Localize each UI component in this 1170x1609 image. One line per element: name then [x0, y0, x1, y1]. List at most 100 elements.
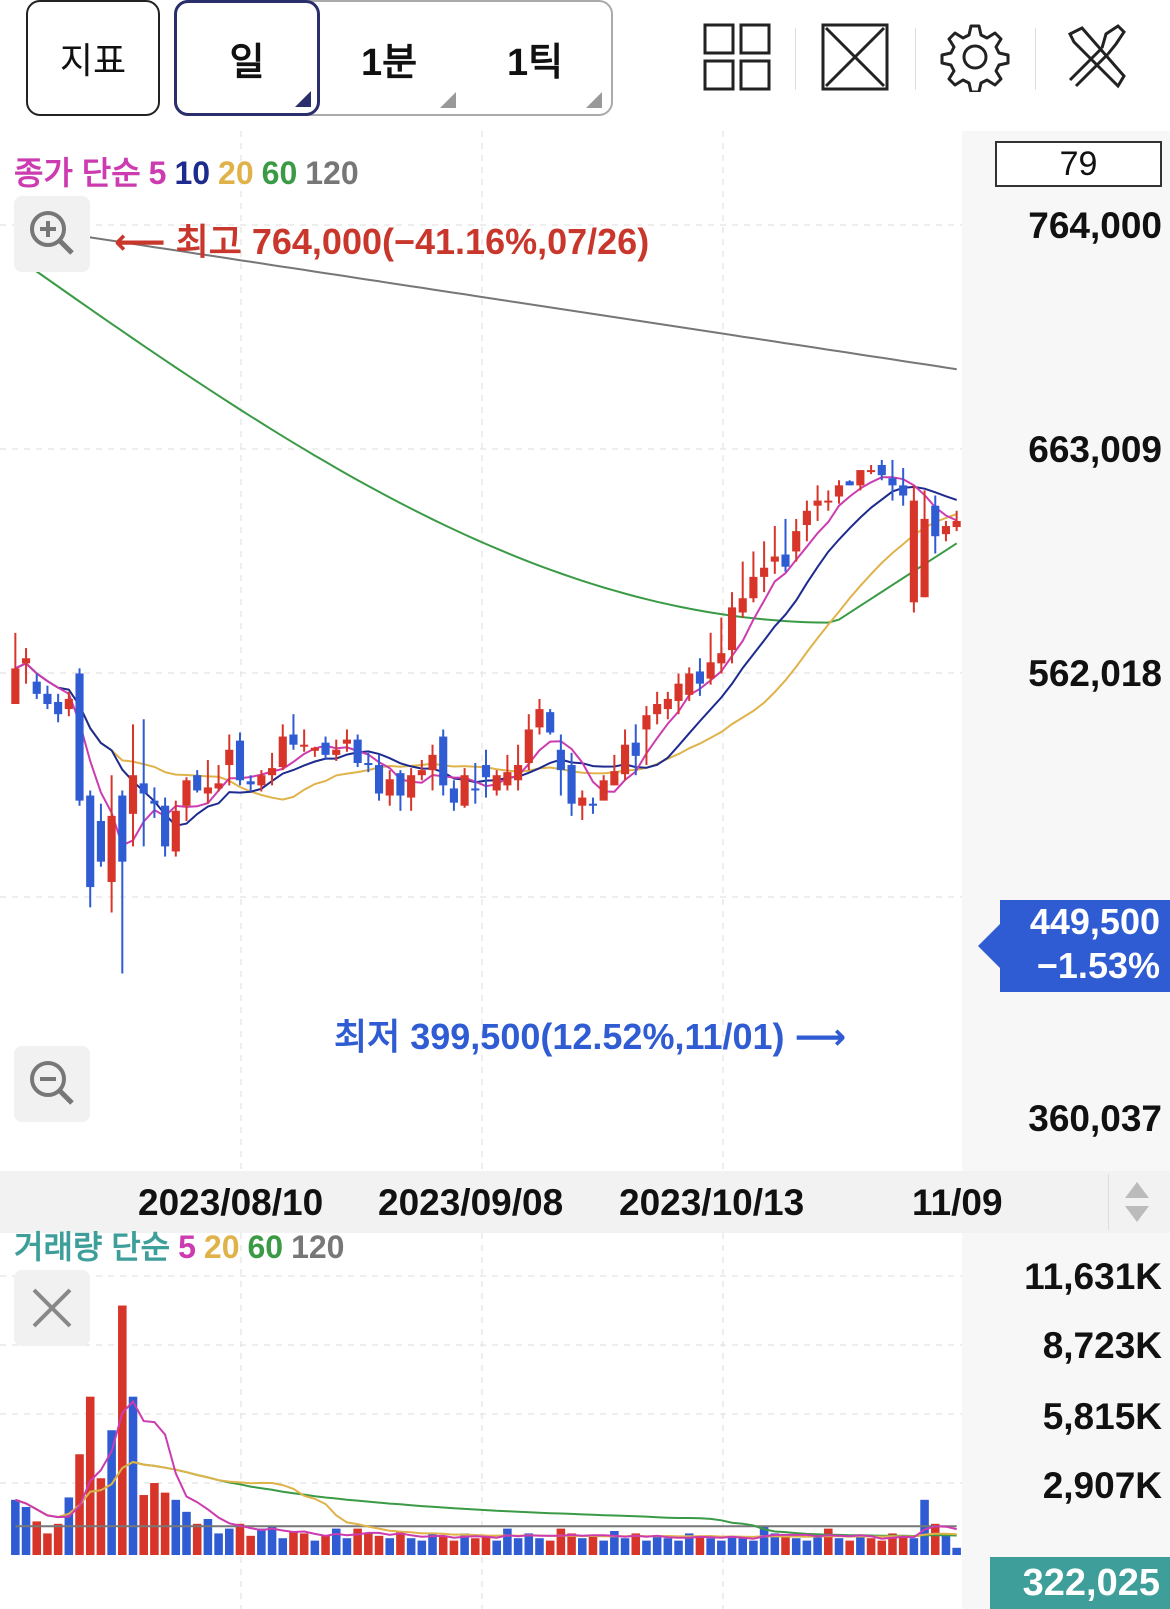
volume-bar	[513, 1538, 523, 1555]
candle-body	[813, 500, 822, 506]
volume-bar	[631, 1533, 641, 1555]
candle-body	[96, 820, 105, 862]
volume-bar	[353, 1528, 362, 1555]
tools-icon[interactable]	[1062, 22, 1132, 92]
candle-body	[524, 729, 533, 763]
volume-bar	[192, 1523, 202, 1555]
candle-body	[578, 797, 587, 806]
candle-body	[546, 712, 555, 733]
price-axis-background	[962, 131, 1170, 1171]
candle-body	[449, 788, 458, 803]
volume-legend-label: 거래량 단순	[14, 1229, 171, 1265]
candle-body	[203, 787, 212, 794]
up-down-arrows-icon	[1125, 1182, 1149, 1222]
ma60-line	[14, 255, 958, 624]
candle-body	[214, 783, 223, 789]
volume-bar	[96, 1478, 106, 1555]
settings-gear-icon[interactable]	[940, 22, 1010, 92]
candle-body	[21, 658, 31, 664]
price-axis-label: 360,037	[1028, 1098, 1162, 1139]
volume-bar	[952, 1547, 961, 1555]
candle-body	[225, 749, 234, 766]
candle-body	[909, 500, 918, 603]
period-tick-button[interactable]: 1틱	[462, 2, 608, 114]
volume-bar	[770, 1533, 780, 1555]
price-chart[interactable]	[0, 131, 1170, 1171]
period-selector: 일 1분 1틱	[174, 0, 613, 116]
candle-body	[246, 781, 255, 785]
legend-vma5: 5	[178, 1229, 196, 1265]
volume-bar	[235, 1523, 245, 1555]
candle-body	[11, 668, 20, 705]
high-price-text: 최고 764,000(−41.16%,07/26)	[175, 221, 650, 262]
volume-bar	[406, 1538, 416, 1555]
candle-body	[321, 742, 330, 755]
volume-bar	[385, 1538, 395, 1555]
volume-bar	[417, 1540, 427, 1555]
volume-bar	[299, 1533, 309, 1555]
arrow-right-icon: ⟶	[794, 1016, 847, 1057]
dropdown-corner-icon	[440, 92, 456, 108]
volume-bar	[545, 1540, 555, 1555]
legend-ma20: 20	[218, 155, 254, 191]
volume-bar	[374, 1535, 384, 1555]
volume-bar	[717, 1540, 726, 1555]
volume-bar	[877, 1540, 887, 1555]
zoom-out-button[interactable]	[14, 1046, 90, 1122]
volume-chart-panel[interactable]	[0, 1233, 1170, 1609]
volume-chart[interactable]	[0, 1233, 1170, 1609]
volume-bar	[567, 1533, 576, 1555]
vma5-line	[14, 1399, 957, 1540]
candle-body	[75, 673, 84, 801]
volume-bar	[460, 1533, 469, 1555]
period-minute-button[interactable]: 1분	[316, 2, 462, 114]
date-axis[interactable]	[0, 1171, 1170, 1233]
axis-scroll-toggle[interactable]	[1108, 1174, 1164, 1230]
candle-body	[278, 736, 287, 768]
indicator-button[interactable]: 지표	[26, 0, 160, 116]
candle-body	[727, 607, 737, 651]
volume-bar	[738, 1538, 747, 1555]
candle-body	[364, 763, 373, 766]
volume-bar	[620, 1538, 630, 1555]
candle-body	[54, 701, 63, 715]
volume-bar	[599, 1540, 608, 1555]
close-volume-button[interactable]	[14, 1270, 90, 1346]
zoom-in-button[interactable]	[14, 196, 90, 272]
candle-body	[150, 800, 159, 804]
candle-body	[374, 765, 384, 794]
volume-bar	[695, 1535, 705, 1555]
dropdown-corner-icon	[295, 91, 311, 107]
volume-bar	[791, 1538, 801, 1555]
candle-body	[32, 681, 41, 694]
volume-bar	[267, 1526, 277, 1555]
volume-bar	[85, 1396, 95, 1555]
fullscreen-icon[interactable]	[820, 22, 890, 92]
volume-bar	[888, 1533, 897, 1555]
candle-body	[439, 736, 448, 786]
legend-ma60: 60	[261, 155, 298, 191]
volume-bar	[684, 1533, 694, 1555]
legend-vma60: 60	[247, 1229, 284, 1265]
grid-layout-icon[interactable]	[702, 22, 772, 92]
volume-bar	[845, 1540, 854, 1555]
candle-body	[556, 749, 565, 771]
volume-bar	[150, 1483, 159, 1555]
volume-bar	[492, 1540, 501, 1555]
candle-body	[535, 709, 544, 728]
candle-body	[481, 765, 491, 778]
candle-body	[332, 749, 341, 755]
candle-body	[407, 775, 416, 798]
price-chart-panel[interactable]	[0, 131, 1170, 1171]
crosshair-value-box: 79	[995, 141, 1162, 187]
candle-body	[631, 742, 640, 756]
volume-bar	[396, 1531, 405, 1555]
volume-bar	[21, 1507, 31, 1555]
volume-bar	[759, 1526, 769, 1555]
toolbar-divider	[795, 28, 796, 90]
volume-bar	[941, 1535, 951, 1555]
candle-body	[257, 775, 266, 786]
volume-bar	[866, 1538, 876, 1555]
volume-bar	[203, 1519, 213, 1555]
period-day-button[interactable]: 일	[174, 0, 320, 116]
